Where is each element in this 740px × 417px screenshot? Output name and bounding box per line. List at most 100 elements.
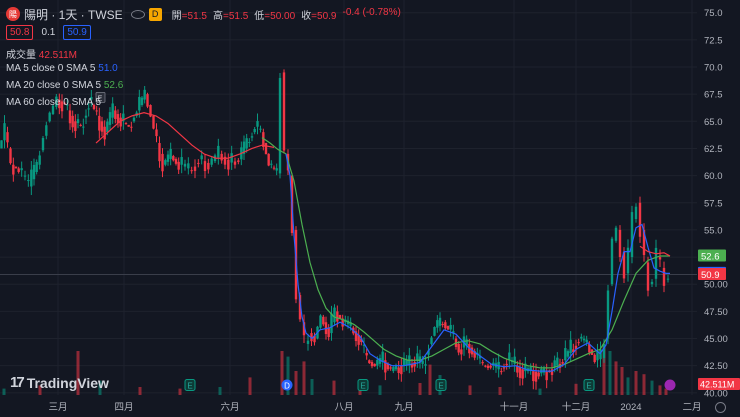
candle-body	[6, 132, 9, 143]
ohlc-value: =51.5	[181, 10, 207, 22]
volume-bar	[608, 351, 612, 395]
volume-bar	[538, 388, 542, 395]
candle-body	[484, 365, 487, 367]
candle-body	[481, 362, 484, 364]
candle-body	[449, 325, 452, 330]
candle-body	[193, 166, 197, 171]
price-axis	[697, 0, 740, 417]
candle-body	[30, 169, 33, 187]
candle-body	[149, 105, 152, 117]
eye-icon[interactable]	[130, 9, 145, 19]
time-tick-label: 九月	[394, 401, 413, 413]
ma5-line	[285, 153, 670, 372]
candle-body	[100, 121, 104, 132]
candle-body	[98, 115, 101, 131]
candle-body	[242, 141, 246, 154]
candle-body	[183, 163, 187, 167]
candle-body	[626, 247, 630, 274]
candle-body	[502, 367, 506, 369]
ask-price[interactable]: 50.9	[63, 25, 91, 40]
candle-body	[585, 339, 588, 343]
time-tick-label: 二月	[682, 402, 701, 413]
price-tick-label: 50.00	[704, 280, 728, 291]
candle-body	[155, 129, 158, 137]
candle-body	[55, 96, 58, 107]
tradingview-logo[interactable]: 17 TradingView	[10, 374, 109, 391]
candle-body	[127, 124, 130, 127]
candle-body	[465, 339, 468, 346]
bid-price[interactable]: 50.8	[6, 25, 34, 40]
volume-bar	[620, 367, 624, 395]
candle-body	[319, 315, 322, 328]
indicator-label: MA 5 close 0 SMA 5	[6, 63, 99, 74]
candle-body	[582, 338, 586, 341]
volume-bar	[294, 371, 298, 395]
candle-body	[389, 367, 392, 369]
event-marker-label: E	[438, 382, 443, 391]
symbol-title[interactable]: 陽明 · 1天 · TWSE	[24, 7, 123, 22]
indicator-legend[interactable]: MA 60 close 0 SMA 5	[6, 97, 101, 108]
candle-body	[302, 322, 306, 336]
price-tick-label: 67.5	[704, 90, 723, 101]
candle-body	[111, 103, 114, 118]
candle-body	[66, 104, 69, 106]
candle-body	[577, 342, 580, 344]
candle-body	[41, 138, 45, 151]
candle-body	[177, 161, 180, 170]
candle-body	[588, 343, 591, 353]
indicator-legend[interactable]: MA 20 close 0 SMA 5 52.6	[6, 80, 123, 91]
candle-body	[245, 138, 248, 149]
candle-body	[270, 163, 273, 165]
indicator-value: 51.0	[98, 63, 118, 74]
ohlc-item: -0.4 (-0.78%)	[342, 7, 400, 22]
candle-body	[478, 355, 482, 359]
ohlc-value: =50.9	[311, 10, 337, 22]
candle-body	[550, 369, 554, 375]
candle-body	[405, 360, 408, 366]
indicator-legend[interactable]: MA 5 close 0 SMA 5 51.0	[6, 63, 118, 74]
candle-body	[172, 156, 175, 161]
candle-body	[537, 372, 540, 377]
volume-bar	[642, 374, 646, 395]
candle-body	[599, 349, 602, 360]
volume-bar	[418, 383, 422, 395]
indicator-value: 52.6	[103, 80, 124, 91]
ohlc-item: 開=51.5	[172, 7, 207, 22]
candle-body	[508, 352, 511, 361]
candle-body	[441, 324, 444, 326]
event-marker	[95, 92, 106, 103]
candle-body	[410, 363, 414, 368]
dividend-marker	[281, 379, 293, 391]
candle-body	[376, 359, 379, 366]
candle-body	[90, 97, 93, 100]
candle-body	[553, 360, 556, 368]
time-tick-label: 十二月	[562, 401, 591, 413]
candle-body	[259, 128, 262, 130]
ohlc-values: 開=51.5 高=51.5 低=50.00 收=50.9 -0.4 (-0.78%)	[172, 7, 401, 22]
price-tick-label: 65.0	[704, 117, 723, 128]
volume-bar	[286, 356, 290, 395]
candle-body	[662, 267, 666, 286]
candle-body	[103, 126, 106, 140]
candle-body	[58, 99, 61, 109]
volume-bar	[38, 385, 42, 395]
event-marker-label: E	[360, 382, 365, 391]
candle-body	[338, 314, 342, 319]
candle-body	[169, 148, 172, 159]
volume-bar	[468, 385, 472, 395]
candle-body	[622, 251, 626, 279]
candle-body	[384, 360, 387, 373]
event-marker-label: E	[98, 95, 103, 102]
candle-body	[362, 344, 366, 346]
spread-value: 0.1	[41, 27, 56, 38]
candle-body	[116, 114, 120, 123]
earnings-marker	[184, 379, 196, 391]
candle-body	[446, 325, 450, 330]
time-tick-label: 2024	[620, 402, 641, 413]
data-badge[interactable]: D	[148, 7, 162, 21]
volume-bar	[98, 380, 102, 395]
candle-body	[580, 336, 583, 339]
indicator-legend[interactable]: 成交量 42.511M	[6, 46, 77, 61]
gear-icon[interactable]	[715, 402, 726, 413]
